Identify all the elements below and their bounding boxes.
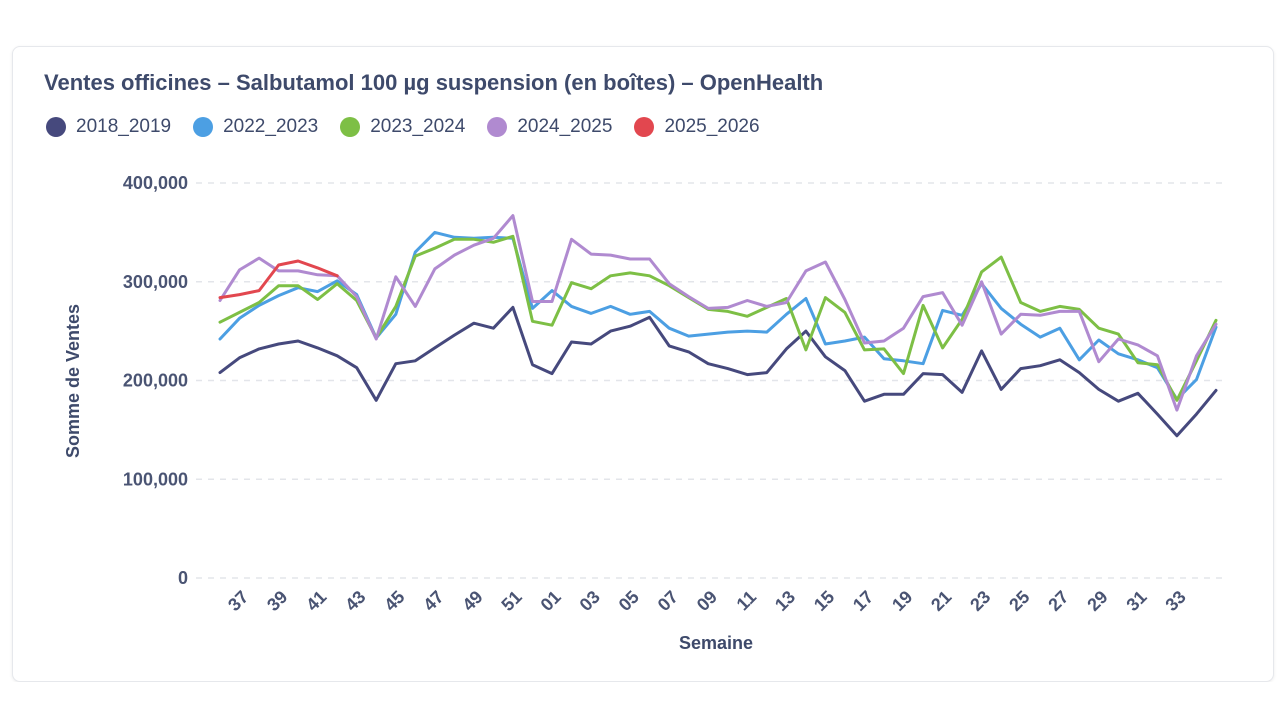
y-tick-label: 0 <box>178 568 188 588</box>
x-tick-label: 13 <box>771 587 799 615</box>
y-tick-label: 400,000 <box>123 173 188 193</box>
x-tick-label: 27 <box>1044 587 1072 615</box>
legend-swatch <box>193 117 214 137</box>
x-tick-label: 47 <box>419 587 447 615</box>
legend-label: 2023_2024 <box>370 116 466 137</box>
x-tick-label: 51 <box>497 587 525 615</box>
x-tick-label: 49 <box>458 587 486 615</box>
x-tick-label: 23 <box>966 587 994 615</box>
x-tick-label: 29 <box>1083 587 1111 615</box>
legend-label: 2024_2025 <box>517 116 613 137</box>
x-tick-label: 37 <box>224 587 252 615</box>
y-tick-label: 200,000 <box>123 371 188 391</box>
legend-item-2025-2026[interactable]: 2025_2026 <box>634 116 760 138</box>
x-tick-label: 01 <box>537 587 565 615</box>
legend-swatch <box>46 117 66 137</box>
y-tick-label: 300,000 <box>123 272 188 292</box>
series-line-2024-2025[interactable] <box>218 214 1218 412</box>
y-axis-title: Somme de Ventes <box>63 304 83 458</box>
legend-swatch <box>634 117 655 137</box>
x-tick-label: 17 <box>849 587 877 615</box>
x-tick-label: 25 <box>1005 587 1033 615</box>
series-line-2018-2019[interactable] <box>218 305 1218 438</box>
x-tick-label: 09 <box>693 587 721 615</box>
legend-item-2024-2025[interactable]: 2024_2025 <box>487 116 612 138</box>
series-lines <box>218 214 1218 438</box>
x-tick-label: 03 <box>576 587 604 615</box>
x-tick-label: 33 <box>1161 587 1189 615</box>
legend-label: 2018_2019 <box>76 116 172 137</box>
x-tick-label: 15 <box>810 587 838 615</box>
x-tick-label: 21 <box>927 587 955 615</box>
legend-item-2018-2019[interactable]: 2018_2019 <box>46 116 171 138</box>
x-axis-title: Semaine <box>679 633 753 653</box>
grid-lines <box>196 182 1228 579</box>
x-tick-label: 39 <box>263 587 291 615</box>
chart-legend: 2018_2019 2022_2023 2023_2024 2024_2025 … <box>46 116 782 138</box>
legend-item-2022-2023[interactable]: 2022_2023 <box>193 116 318 138</box>
x-tick-label: 31 <box>1122 587 1150 615</box>
series-line-2022-2023[interactable] <box>218 230 1218 401</box>
x-tick-label: 05 <box>615 587 643 615</box>
legend-label: 2022_2023 <box>223 116 319 137</box>
legend-swatch <box>487 117 508 137</box>
legend-item-2023-2024[interactable]: 2023_2024 <box>340 116 465 138</box>
x-tick-label: 07 <box>654 587 682 615</box>
y-axis-ticks: 0 100,000 200,000 300,000 400,000 <box>123 173 188 588</box>
legend-label: 2025_2026 <box>664 116 760 137</box>
x-tick-label: 43 <box>341 587 369 615</box>
x-tick-label: 19 <box>888 587 916 615</box>
y-tick-label: 100,000 <box>123 469 188 489</box>
page-top-band <box>0 0 1280 44</box>
x-axis-ticks: 37 39 41 43 45 47 49 51 01 03 05 07 09 11 13 15 17 19 21 23… <box>224 587 1190 615</box>
x-tick-label: 45 <box>380 587 408 615</box>
x-tick-label: 41 <box>302 587 330 615</box>
page-bottom-band <box>0 682 1280 720</box>
chart-title: Ventes officines – Salbutamol 100 µg sus… <box>44 70 824 95</box>
series-line-2023-2024[interactable] <box>218 234 1218 402</box>
x-tick-label: 11 <box>733 587 761 615</box>
legend-swatch <box>340 117 361 137</box>
series-line-2025-2026[interactable] <box>218 259 339 300</box>
